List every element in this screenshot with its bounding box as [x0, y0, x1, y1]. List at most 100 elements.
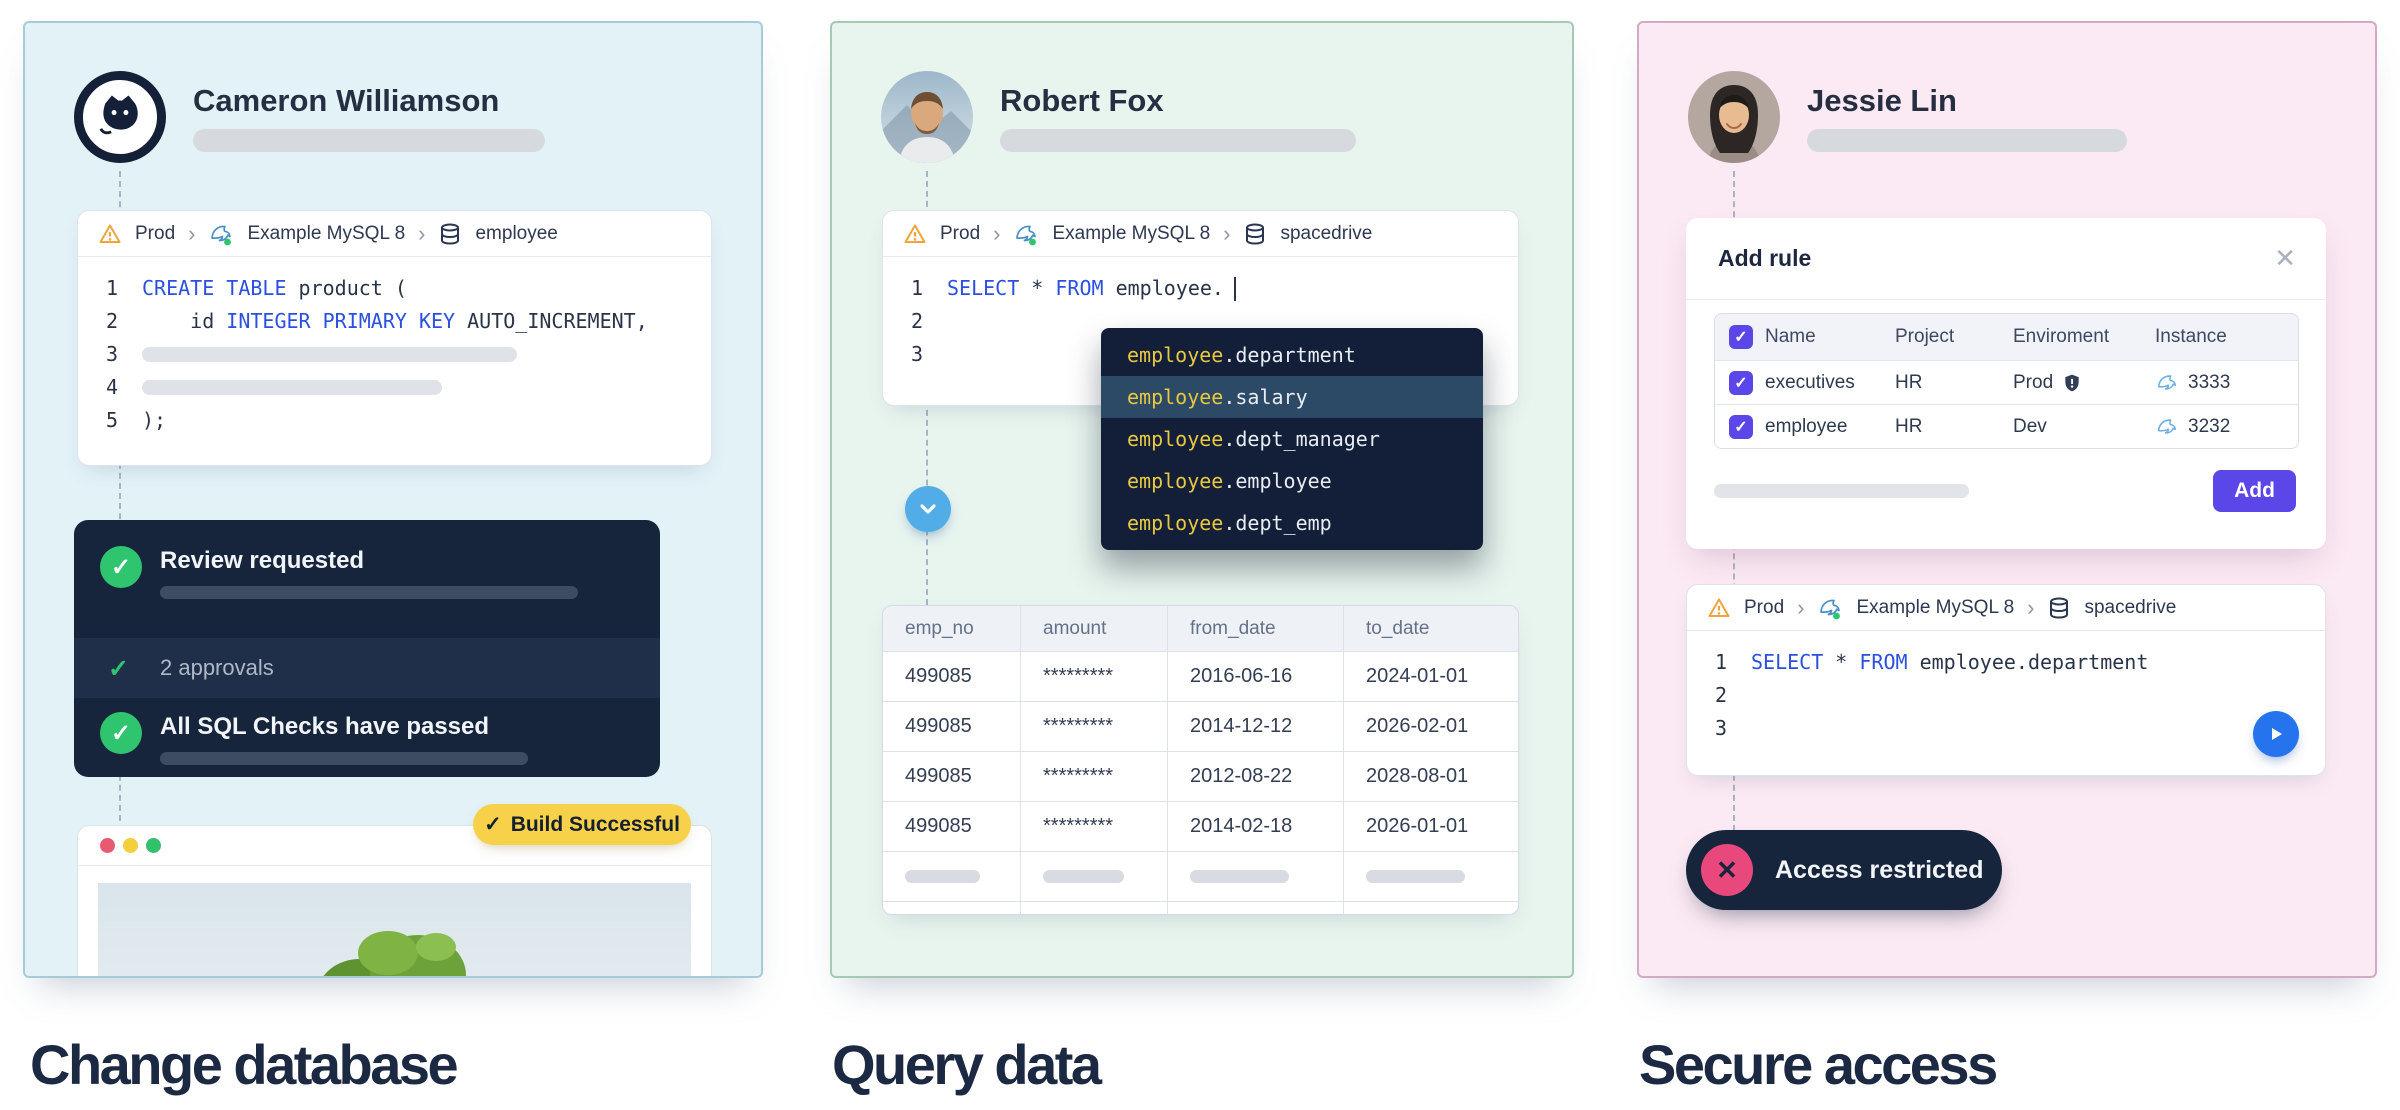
editor-breadcrumb: Prod Example MySQL 8 employee: [78, 211, 711, 257]
column-header[interactable]: amount: [1021, 606, 1168, 652]
play-icon: [2272, 728, 2282, 740]
status-label: Access restricted: [1775, 855, 1984, 884]
minimize-traffic-light[interactable]: [123, 838, 138, 853]
browser-window: [77, 825, 712, 976]
modal-placeholder-bar: [1714, 484, 1969, 498]
mysql-icon: [2155, 415, 2179, 439]
breadcrumb-database[interactable]: spacedrive: [1280, 222, 1373, 244]
row-checkbox[interactable]: [1729, 414, 1753, 439]
autocomplete-item[interactable]: employee .dept_manager: [1127, 427, 1380, 451]
breadcrumb-env[interactable]: Prod: [1744, 596, 1785, 618]
query-results-table: emp_no amount from_date to_date 499085 *…: [882, 605, 1519, 915]
run-query-button[interactable]: [2253, 711, 2299, 757]
database-icon: [2047, 596, 2071, 620]
column-header[interactable]: emp_no: [883, 606, 1021, 652]
chevron-down-button[interactable]: [905, 486, 951, 532]
mysql-icon: [1013, 221, 1039, 247]
rule-env: Dev: [2013, 415, 2047, 437]
line-number: 2: [1714, 683, 1727, 707]
badge-label: Build Successful: [510, 812, 680, 836]
text-cursor: [1233, 276, 1236, 301]
maximize-traffic-light[interactable]: [146, 838, 161, 853]
user-name: Jessie Lin: [1807, 83, 1957, 118]
code-text: *: [1823, 650, 1860, 674]
access-restricted-status: Access restricted: [1686, 830, 2002, 910]
table-cell: 2014-02-18: [1168, 802, 1344, 852]
breadcrumb-connection[interactable]: Example MySQL 8: [1856, 596, 2015, 618]
approvals-label: 2 approvals: [160, 655, 274, 680]
rule-project: HR: [1895, 415, 1923, 437]
table-cell: 499085: [883, 652, 1021, 702]
breadcrumb-database[interactable]: employee: [475, 222, 558, 244]
autocomplete-item-selected[interactable]: employee .salary: [1101, 376, 1483, 418]
github-logo-icon: [83, 80, 157, 154]
user-photo: [881, 71, 973, 163]
table-row-placeholder: [883, 852, 1518, 902]
rule-instance: 3333: [2155, 371, 2298, 395]
autocomplete-item[interactable]: employee .employee: [1127, 469, 1332, 493]
column-header[interactable]: to_date: [1344, 606, 1518, 652]
autocomplete-item[interactable]: employee .department: [1127, 343, 1356, 367]
breadcrumb-connection[interactable]: Example MySQL 8: [247, 222, 406, 244]
breadcrumb-env[interactable]: Prod: [940, 222, 981, 244]
editor-breadcrumb: Prod Example MySQL 8 spacedrive: [883, 211, 1518, 257]
rule-name: executives: [1765, 371, 1855, 393]
code-keyword: FROM: [1859, 650, 1908, 674]
review-placeholder-bar: [160, 586, 578, 599]
autocomplete-dropdown: employee .department employee .salary empl…: [1101, 328, 1483, 550]
row-checkbox[interactable]: [1729, 370, 1753, 395]
add-button[interactable]: Add: [2213, 470, 2296, 512]
line-number: 3: [1714, 716, 1727, 740]
user-subtitle-placeholder: [1000, 129, 1356, 152]
table-cell: 499085: [883, 752, 1021, 802]
placeholder-bar: [1366, 870, 1465, 883]
breadcrumb-env[interactable]: Prod: [135, 222, 176, 244]
rule-env: Prod: [2013, 372, 2155, 394]
code-text: employee.department: [1907, 650, 2149, 674]
breadcrumb-database[interactable]: spacedrive: [2084, 596, 2177, 618]
line-number: 2: [105, 309, 118, 333]
breadcrumb-connection[interactable]: Example MySQL 8: [1052, 222, 1211, 244]
close-traffic-light[interactable]: [100, 838, 115, 853]
autocomplete-item[interactable]: employee .dept_emp: [1127, 511, 1332, 535]
rule-name: employee: [1765, 415, 1848, 437]
database-icon: [438, 222, 462, 246]
check-icon: [484, 812, 502, 837]
check-circle-icon: [100, 712, 142, 754]
table-row: 499085 ********* 2012-08-22 2028-08-01: [883, 752, 1518, 802]
table-cell: 2014-12-12: [1168, 702, 1344, 752]
connector-line: [119, 171, 121, 831]
code-keyword: SELECT: [947, 276, 1020, 300]
column-header: Project: [1895, 326, 1955, 347]
heading-change-database: Change database: [30, 1033, 459, 1096]
mysql-icon: [208, 221, 234, 247]
code-area[interactable]: 1 CREATE TABLE product ( 2 id INTEGER PRI…: [78, 257, 711, 437]
avatar: [74, 71, 166, 163]
warning-icon: [903, 222, 927, 246]
panel-change-database: Cameron Williamson Prod Example MySQL 8 …: [23, 21, 763, 978]
column-header: Enviroment: [2013, 326, 2110, 347]
avatar: [881, 71, 973, 163]
select-all-checkbox[interactable]: [1729, 325, 1753, 349]
chevron-right-icon: [188, 223, 195, 245]
placeholder-bar: [1043, 870, 1124, 883]
table-row: 499085 ********* 2014-02-18 2026-01-01: [883, 802, 1518, 852]
line-number: 3: [910, 342, 923, 366]
database-icon: [1243, 222, 1267, 246]
close-icon[interactable]: [2274, 243, 2296, 274]
chevron-right-icon: [2027, 597, 2034, 619]
table-cell: 2012-08-22: [1168, 752, 1344, 802]
warning-icon: [1707, 596, 1731, 620]
table-row-partial: [883, 902, 1518, 914]
code-text: );: [142, 408, 167, 432]
table-cell: *********: [1021, 652, 1168, 702]
code-keyword: INTEGER PRIMARY KEY: [226, 309, 456, 333]
column-header[interactable]: from_date: [1168, 606, 1344, 652]
code-area[interactable]: 1 SELECT * FROM employee.department 2 3: [1687, 631, 2325, 745]
x-circle-icon: [1701, 844, 1753, 896]
approvals-row: 2 approvals: [74, 638, 660, 698]
check-circle-icon: [100, 546, 142, 588]
line-number: 2: [910, 309, 923, 333]
modal-header: Add rule: [1686, 218, 2326, 300]
code-area[interactable]: 1 SELECT * FROM employee. 2 3: [883, 257, 1518, 371]
